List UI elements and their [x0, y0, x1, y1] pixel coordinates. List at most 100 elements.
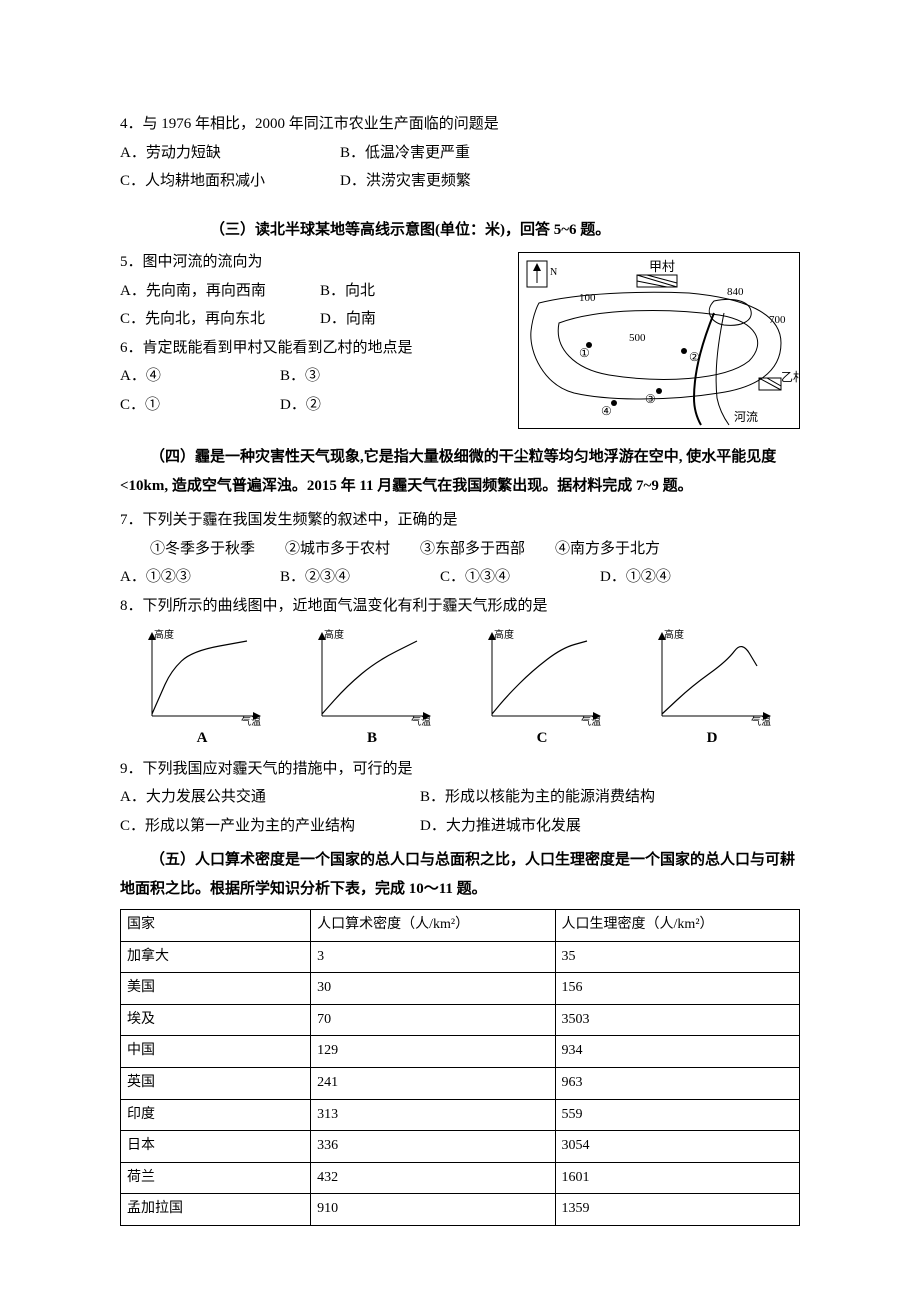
table-header-row: 国家 人口算术密度（人/km²） 人口生理密度（人/km²） — [121, 910, 800, 942]
table-cell: 3 — [311, 941, 555, 973]
svg-text:气温: 气温 — [411, 715, 431, 726]
svg-text:气温: 气温 — [751, 715, 771, 726]
q6-opt-b: B．③ — [280, 362, 320, 391]
table-cell: 美国 — [121, 973, 311, 1005]
table-row: 埃及703503 — [121, 1004, 800, 1036]
table-row: 日本3363054 — [121, 1131, 800, 1163]
svg-text:气温: 气温 — [581, 715, 601, 726]
chart-d-label: D — [642, 724, 782, 753]
table-body: 加拿大335美国30156埃及703503中国129934英国241963印度3… — [121, 941, 800, 1225]
table-cell: 30 — [311, 973, 555, 1005]
river-label: 河流 — [734, 410, 758, 424]
q5-row2: C．先向北，再向东北 D．向南 — [120, 305, 508, 334]
density-table: 国家 人口算术密度（人/km²） 人口生理密度（人/km²） 加拿大335美国3… — [120, 909, 800, 1226]
curve-a — [152, 641, 247, 714]
chart-b: 高度 气温 B — [302, 626, 442, 753]
q4-opt-b: B．低温冷害更严重 — [340, 139, 560, 168]
table-cell: 241 — [311, 1067, 555, 1099]
q4-opt-c: C．人均耕地面积减小 — [120, 167, 340, 196]
chart-b-label: B — [302, 724, 442, 753]
q6-opt-c: C．① — [120, 391, 280, 420]
svg-text:高度: 高度 — [324, 628, 344, 641]
contour-500: 500 — [629, 332, 646, 344]
svg-text:气温: 气温 — [241, 715, 261, 726]
table-cell: 313 — [311, 1099, 555, 1131]
village-b-label: 乙村 — [781, 370, 799, 384]
table-row: 中国129934 — [121, 1036, 800, 1068]
q7-opt-c: C．①③④ — [440, 563, 600, 592]
svg-text:高度: 高度 — [664, 628, 684, 641]
table-cell: 432 — [311, 1162, 555, 1194]
q9-opt-c: C．形成以第一产业为主的产业结构 — [120, 812, 420, 841]
table-cell: 934 — [555, 1036, 799, 1068]
q9-stem: 9．下列我国应对霾天气的措施中，可行的是 — [120, 755, 800, 784]
table-cell: 559 — [555, 1099, 799, 1131]
svg-text:高度: 高度 — [154, 628, 174, 641]
q5-opt-d: D．向南 — [320, 305, 376, 334]
table-row: 荷兰4321601 — [121, 1162, 800, 1194]
table-cell: 963 — [555, 1067, 799, 1099]
table-cell: 印度 — [121, 1099, 311, 1131]
section-3-head: （三）读北半球某地等高线示意图(单位：米)，回答 5~6 题。 — [210, 216, 800, 245]
q9-row1: A．大力发展公共交通 B．形成以核能为主的能源消费结构 — [120, 783, 800, 812]
table-cell: 荷兰 — [121, 1162, 311, 1194]
curve-b — [322, 641, 417, 714]
table-cell: 156 — [555, 973, 799, 1005]
svg-text:高度: 高度 — [494, 628, 514, 641]
col-country: 国家 — [121, 910, 311, 942]
q6-row1: A．④ B．③ — [120, 362, 508, 391]
village-a-label: 甲村 — [649, 259, 675, 274]
contour-700: 700 — [769, 314, 786, 326]
section-5-head: （五）人口算术密度是一个国家的总人口与总面积之比，人口生理密度是一个国家的总人口… — [120, 846, 800, 903]
q7-sub: ①冬季多于秋季 ②城市多于农村 ③东部多于西部 ④南方多于北方 — [120, 535, 800, 564]
point-1: ① — [579, 346, 590, 360]
table-cell: 70 — [311, 1004, 555, 1036]
q7-opt-b: B．②③④ — [280, 563, 440, 592]
q5-opt-c: C．先向北，再向东北 — [120, 305, 320, 334]
curve-d — [662, 647, 757, 714]
q5-row1: A．先向南，再向西南 B．向北 — [120, 277, 508, 306]
q6-opt-a: A．④ — [120, 362, 280, 391]
table-cell: 英国 — [121, 1067, 311, 1099]
chart-a: 高度 气温 A — [132, 626, 272, 753]
q7-stem: 7．下列关于霾在我国发生频繁的叙述中，正确的是 — [120, 506, 800, 535]
q4-opt-d: D．洪涝灾害更频繁 — [340, 167, 560, 196]
q6-row2: C．① D．② — [120, 391, 508, 420]
q4-options-row1: A．劳动力短缺 B．低温冷害更严重 — [120, 139, 800, 168]
table-cell: 1601 — [555, 1162, 799, 1194]
table-cell: 3054 — [555, 1131, 799, 1163]
table-cell: 910 — [311, 1194, 555, 1226]
table-cell: 35 — [555, 941, 799, 973]
q9-opt-a: A．大力发展公共交通 — [120, 783, 420, 812]
q9-opt-b: B．形成以核能为主的能源消费结构 — [420, 783, 655, 812]
q5-opt-a: A．先向南，再向西南 — [120, 277, 320, 306]
table-cell: 埃及 — [121, 1004, 311, 1036]
table-row: 孟加拉国9101359 — [121, 1194, 800, 1226]
chart-a-label: A — [132, 724, 272, 753]
table-cell: 孟加拉国 — [121, 1194, 311, 1226]
chart-d: 高度 气温 D — [642, 626, 782, 753]
q7-opt-a: A．①②③ — [120, 563, 280, 592]
point-4: ④ — [601, 404, 612, 418]
q9-row2: C．形成以第一产业为主的产业结构 D．大力推进城市化发展 — [120, 812, 800, 841]
table-cell: 3503 — [555, 1004, 799, 1036]
q9-opt-d: D．大力推进城市化发展 — [420, 812, 581, 841]
point-3: ③ — [645, 392, 656, 406]
q4-options-row2: C．人均耕地面积减小 D．洪涝灾害更频繁 — [120, 167, 800, 196]
table-cell: 129 — [311, 1036, 555, 1068]
table-cell: 加拿大 — [121, 941, 311, 973]
curve-c — [492, 641, 587, 714]
q7-options: A．①②③ B．②③④ C．①③④ D．①②④ — [120, 563, 800, 592]
q4-opt-a: A．劳动力短缺 — [120, 139, 340, 168]
table-cell: 日本 — [121, 1131, 311, 1163]
q8-stem: 8．下列所示的曲线图中，近地面气温变化有利于霾天气形成的是 — [120, 592, 800, 621]
table-row: 加拿大335 — [121, 941, 800, 973]
contour-100: 100 — [579, 292, 596, 304]
col-arith: 人口算术密度（人/km²） — [311, 910, 555, 942]
chart-c: 高度 气温 C — [472, 626, 612, 753]
table-row: 印度313559 — [121, 1099, 800, 1131]
q5-opt-b: B．向北 — [320, 277, 375, 306]
table-cell: 中国 — [121, 1036, 311, 1068]
table-cell: 336 — [311, 1131, 555, 1163]
north-label: N — [550, 267, 557, 278]
